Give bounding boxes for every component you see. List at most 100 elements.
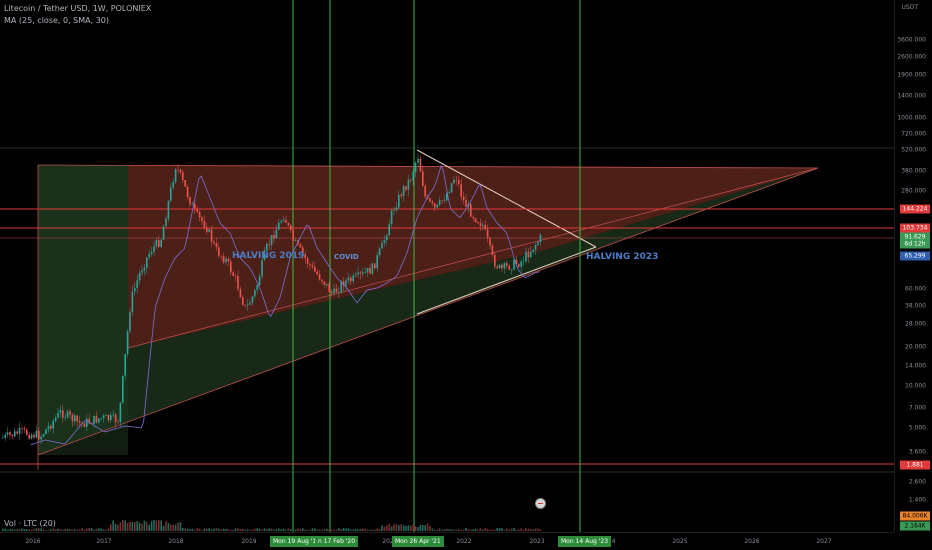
volume-bar (484, 528, 486, 531)
volume-bar (453, 529, 455, 531)
volume-bar (350, 529, 352, 531)
volume-bar (93, 529, 95, 531)
candle-body (338, 291, 340, 293)
price-tick-label: 60.000 (905, 285, 926, 293)
volume-bar (54, 529, 57, 531)
time-tick-label: 2027 (816, 538, 832, 545)
volume-bar (50, 529, 52, 531)
candle-body (124, 354, 126, 376)
candle-body (234, 275, 237, 277)
candle-body (292, 230, 294, 241)
volume-bar (398, 525, 400, 531)
volume-bar (136, 521, 138, 531)
volume-bar (189, 529, 191, 531)
volume-bar (74, 529, 76, 531)
volume-bar (179, 522, 182, 531)
volume-bar (434, 529, 436, 531)
candle-body (189, 196, 191, 205)
candle-body (333, 288, 335, 294)
candle-body (86, 418, 88, 427)
volume-bar (11, 529, 14, 531)
volume-bar (306, 529, 309, 531)
price-tick-label: 28.000 (905, 320, 926, 328)
candle-body (9, 432, 11, 435)
volume-bar (378, 528, 381, 531)
volume-bar (309, 529, 311, 531)
volume-bar (537, 528, 539, 531)
volume-bar (311, 528, 314, 531)
volume-bar (491, 529, 494, 531)
volume-bar (66, 528, 69, 531)
candle-body (446, 193, 448, 201)
volume-bar (304, 529, 306, 531)
candle-body (450, 183, 453, 193)
volume-bar (450, 529, 453, 531)
volume-bar (405, 525, 407, 531)
candle-body (244, 304, 246, 306)
time-marker-badge: Mon 14 Aug '23 (558, 536, 612, 547)
candle-body (194, 203, 196, 209)
candle-body (395, 207, 398, 211)
candle-body (436, 204, 438, 208)
time-tick-label: 2025 (672, 538, 688, 545)
candle-body (273, 235, 275, 239)
candle-body (254, 290, 256, 297)
symbol-legend[interactable]: Litecoin / Tether USD, 1W, POLONIEX (4, 4, 152, 13)
candle-body (170, 187, 172, 201)
volume-bar (45, 529, 47, 531)
candle-body (405, 186, 407, 190)
candle-body (328, 283, 330, 292)
volume-bar (201, 529, 203, 531)
volume-bar (23, 529, 26, 531)
price-tick-label: 720.000 (901, 130, 926, 138)
candle-body (196, 208, 198, 212)
volume-bar (534, 528, 537, 531)
candle-body (230, 261, 232, 273)
volume-bar (340, 528, 342, 531)
volume-bar (184, 528, 186, 531)
candle-body (431, 201, 434, 204)
volume-bar (342, 528, 345, 531)
candle-body (486, 229, 489, 239)
event-flag-icon[interactable] (535, 498, 546, 509)
candle-body (26, 429, 28, 435)
volume-bar (105, 529, 107, 531)
volume-bar (227, 529, 230, 531)
volume-legend[interactable]: Vol · LTC (20) (4, 519, 56, 528)
candle-body (174, 169, 177, 183)
candle-body (311, 265, 314, 267)
candle-body (330, 291, 333, 294)
volume-bar (167, 522, 170, 531)
candle-body (184, 180, 186, 187)
volume-bar (170, 524, 172, 531)
volume-bar (479, 528, 482, 531)
volume-bar (42, 529, 45, 531)
candle-body (78, 421, 81, 423)
candle-body (424, 185, 426, 197)
candle-body (527, 251, 530, 258)
ma-legend[interactable]: MA (25, close, 0, SMA, 30) (4, 16, 110, 25)
candle-body (158, 239, 160, 247)
candle-body (258, 276, 261, 286)
time-tick-label: 2019 (241, 538, 257, 545)
candle-body (455, 179, 458, 181)
candle-body (417, 158, 419, 163)
candle-body (112, 414, 114, 416)
volume-bar (232, 529, 234, 531)
price-badge: 84.006K (900, 511, 930, 521)
price-tick-label: 10.000 (905, 382, 926, 390)
candle-body (448, 192, 450, 194)
volume-bar (59, 529, 62, 531)
candle-body (374, 263, 376, 269)
candle-body (479, 223, 482, 227)
volume-bar (208, 528, 210, 531)
candle-body (352, 275, 354, 282)
volume-bar (153, 519, 155, 531)
candle-body (256, 285, 258, 291)
volume-bar (285, 529, 287, 531)
candle-body (326, 283, 328, 285)
volume-bar (494, 529, 496, 531)
candle-body (350, 277, 352, 282)
volume-bar (6, 529, 9, 531)
